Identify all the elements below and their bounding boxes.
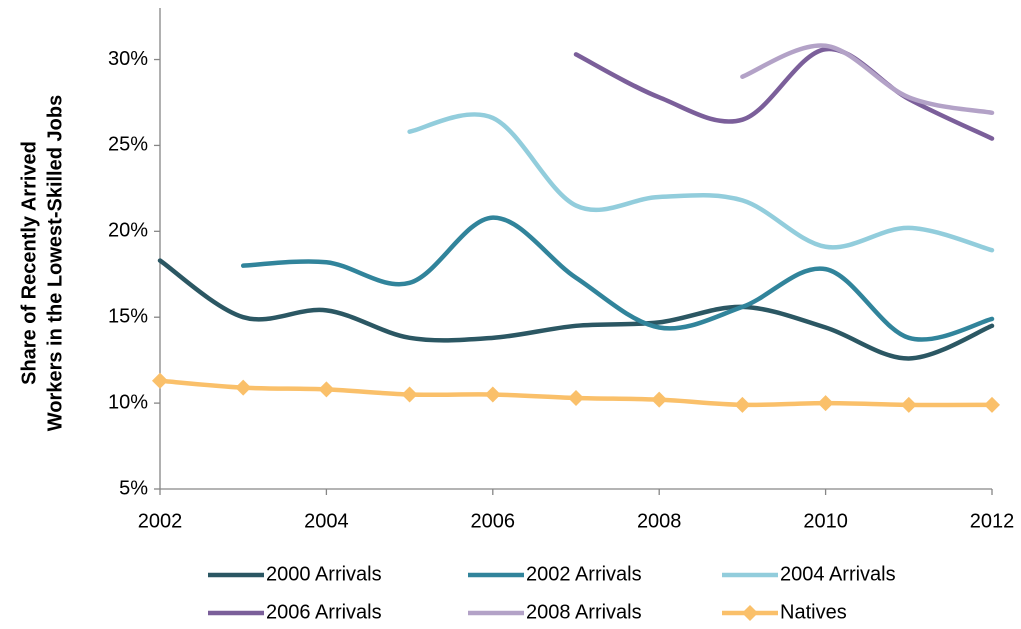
legend-label: 2002 Arrivals [526, 563, 642, 585]
x-tick-label: 2006 [471, 510, 516, 532]
data-point [900, 396, 917, 413]
data-point [152, 372, 168, 389]
data-point [401, 386, 418, 403]
x-tick-label: 2004 [304, 510, 349, 532]
series-line [240, 215, 995, 342]
legend-label: 2006 Arrivals [266, 601, 382, 623]
y-tick-label: 15% [108, 305, 148, 327]
series-line [407, 112, 995, 253]
y-tick-label: 25% [108, 134, 148, 156]
legend-label: Natives [780, 601, 847, 623]
legend-label: 2008 Arrivals [526, 601, 642, 623]
data-point [734, 396, 751, 413]
legend-label: 2000 Arrivals [266, 563, 382, 585]
series-line [157, 258, 995, 361]
x-tick-label: 2012 [970, 510, 1015, 532]
data-point [984, 396, 1000, 413]
series-line [573, 46, 995, 141]
y-tick-label: 20% [108, 220, 148, 242]
x-tick-label: 2010 [803, 510, 848, 532]
data-point [484, 386, 501, 403]
y-axis-title: Share of Recently Arrived [18, 141, 40, 385]
data-point [651, 391, 668, 408]
legend-label: 2004 Arrivals [780, 563, 896, 585]
data-point [568, 389, 584, 406]
y-axis-title: Workers in the Lowest-Skilled Jobs [44, 95, 66, 431]
data-point [318, 381, 335, 398]
data-point [235, 379, 252, 396]
legend-marker [742, 605, 758, 621]
data-point [817, 395, 834, 412]
y-tick-label: 10% [108, 391, 148, 413]
y-tick-label: 30% [108, 48, 148, 70]
y-tick-label: 5% [119, 477, 148, 499]
x-tick-label: 2002 [138, 510, 183, 532]
x-tick-label: 2008 [637, 510, 682, 532]
series-line [740, 43, 995, 116]
